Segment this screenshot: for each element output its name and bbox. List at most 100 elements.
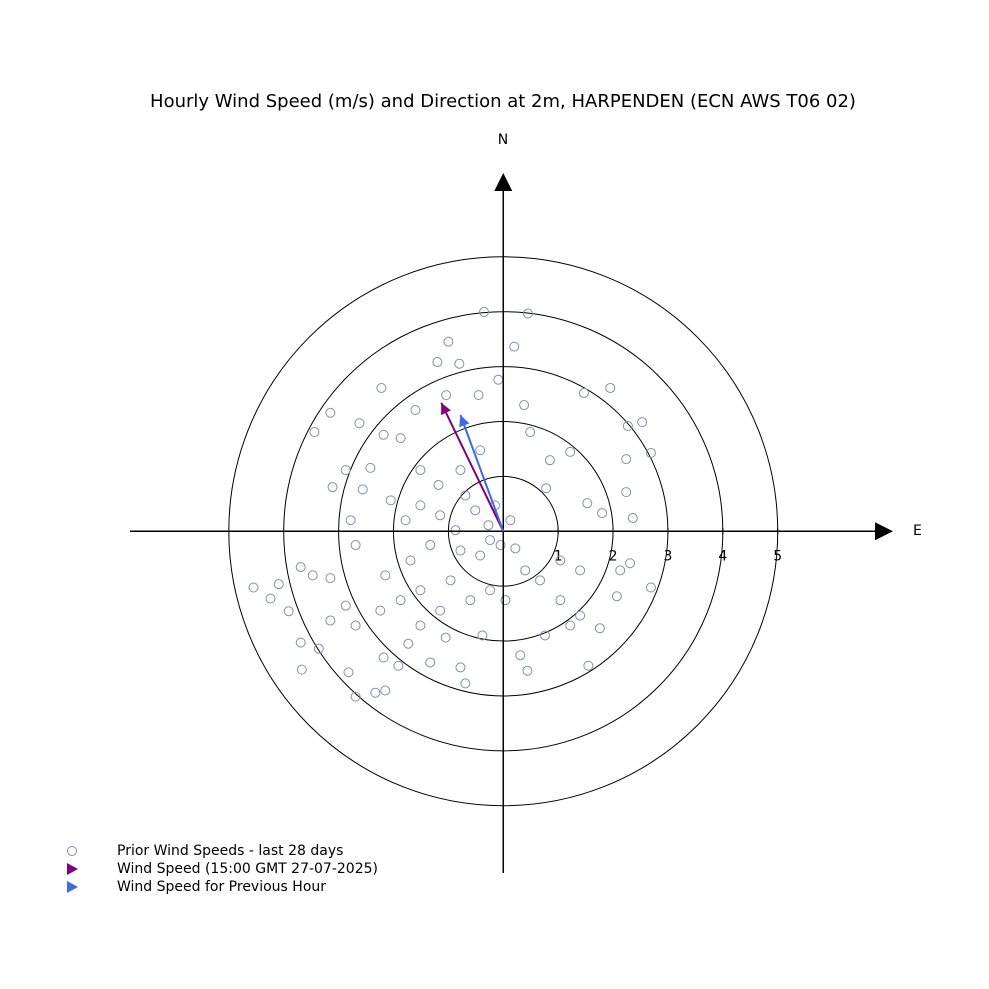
prior-point [435, 510, 446, 521]
legend-label: Prior Wind Speeds - last 28 days [117, 843, 343, 859]
prior-point [500, 595, 511, 606]
east-label: E [913, 523, 922, 539]
wind-arrow [459, 414, 505, 532]
prior-point [541, 483, 552, 494]
prior-point [450, 525, 461, 536]
prior-point [273, 579, 284, 590]
prior-point [395, 595, 406, 606]
prior-point [460, 678, 471, 689]
prior-point [625, 558, 636, 569]
prior-point [283, 606, 294, 617]
prior-point [295, 637, 306, 648]
prior-point [265, 593, 276, 604]
prior-point [433, 479, 444, 490]
prior-point [622, 420, 633, 431]
tick-label: 3 [663, 548, 672, 564]
legend-label: Wind Speed (15:00 GMT 27-07-2025) [117, 861, 378, 877]
prior-point [575, 565, 586, 576]
prior-point [455, 545, 466, 556]
prior-point [405, 555, 416, 566]
points [248, 306, 656, 702]
prior-point [350, 620, 361, 631]
prior-point [519, 400, 530, 411]
prior-point [493, 374, 504, 385]
prior-point [485, 535, 496, 546]
prior-point [325, 615, 336, 626]
arrows [440, 402, 505, 532]
prior-point [520, 565, 531, 576]
prior-point [393, 660, 404, 671]
prior-point [296, 664, 307, 675]
prior-point [544, 455, 555, 466]
prior-point [565, 620, 576, 631]
prior-point [597, 508, 608, 519]
wind-arrow-head [441, 402, 451, 416]
x-axis-arrow [875, 522, 893, 541]
prior-point [615, 565, 626, 576]
prior-point [345, 515, 356, 526]
prior-point [325, 573, 336, 584]
prior-point [594, 623, 605, 634]
prior-point [354, 418, 365, 429]
prior-point [460, 490, 471, 501]
prior-point [621, 454, 632, 465]
prior-point [380, 570, 391, 581]
prior-point [248, 582, 259, 593]
prior-point [307, 570, 318, 581]
y-axis-arrow [494, 173, 513, 191]
prior-point [415, 620, 426, 631]
prior-point [325, 407, 336, 418]
prior-point [522, 665, 533, 676]
prior-point [376, 382, 387, 393]
prior-point [350, 540, 361, 551]
prior-point [522, 308, 533, 319]
prior-point [555, 555, 566, 566]
wind-arrow-head [459, 414, 470, 428]
prior-point [637, 417, 648, 428]
prior-point [378, 652, 389, 663]
prior-point [295, 562, 306, 573]
prior-point [410, 405, 421, 416]
prior-point [365, 462, 376, 473]
prior-point [327, 482, 338, 493]
prior-point [400, 515, 411, 526]
prior-point [385, 495, 396, 506]
prior-point [470, 505, 481, 516]
prior-point [505, 515, 516, 526]
prior-point [611, 591, 622, 602]
prior-point [415, 500, 426, 511]
prior-point [565, 446, 576, 457]
prior-point [495, 540, 506, 551]
prior-point [509, 341, 520, 352]
prior-point [309, 427, 320, 438]
prior-point [313, 643, 324, 654]
prior-point [583, 660, 594, 671]
prior-point [432, 357, 443, 368]
prior-point [425, 540, 436, 551]
prior-point [578, 387, 589, 398]
prior-point [575, 610, 586, 621]
prior-point [340, 600, 351, 611]
prior-point [473, 390, 484, 401]
prior-point [455, 465, 466, 476]
tick-label: 4 [718, 548, 727, 564]
prior-point [425, 657, 436, 668]
prior-point [395, 433, 406, 444]
prior-point [415, 465, 426, 476]
legend-marker [67, 881, 78, 893]
prior-point [525, 427, 536, 438]
tick-label: 2 [609, 548, 618, 564]
prior-point [582, 498, 593, 509]
prior-point [485, 585, 496, 596]
north-label: N [498, 132, 508, 148]
prior-point [357, 484, 368, 495]
prior-point [443, 336, 454, 347]
prior-point [475, 550, 486, 561]
legend-marker [67, 863, 78, 875]
prior-point [483, 520, 494, 531]
prior-point [621, 487, 632, 498]
prior-point [378, 429, 389, 440]
prior-point [475, 445, 486, 456]
prior-point [627, 513, 638, 524]
